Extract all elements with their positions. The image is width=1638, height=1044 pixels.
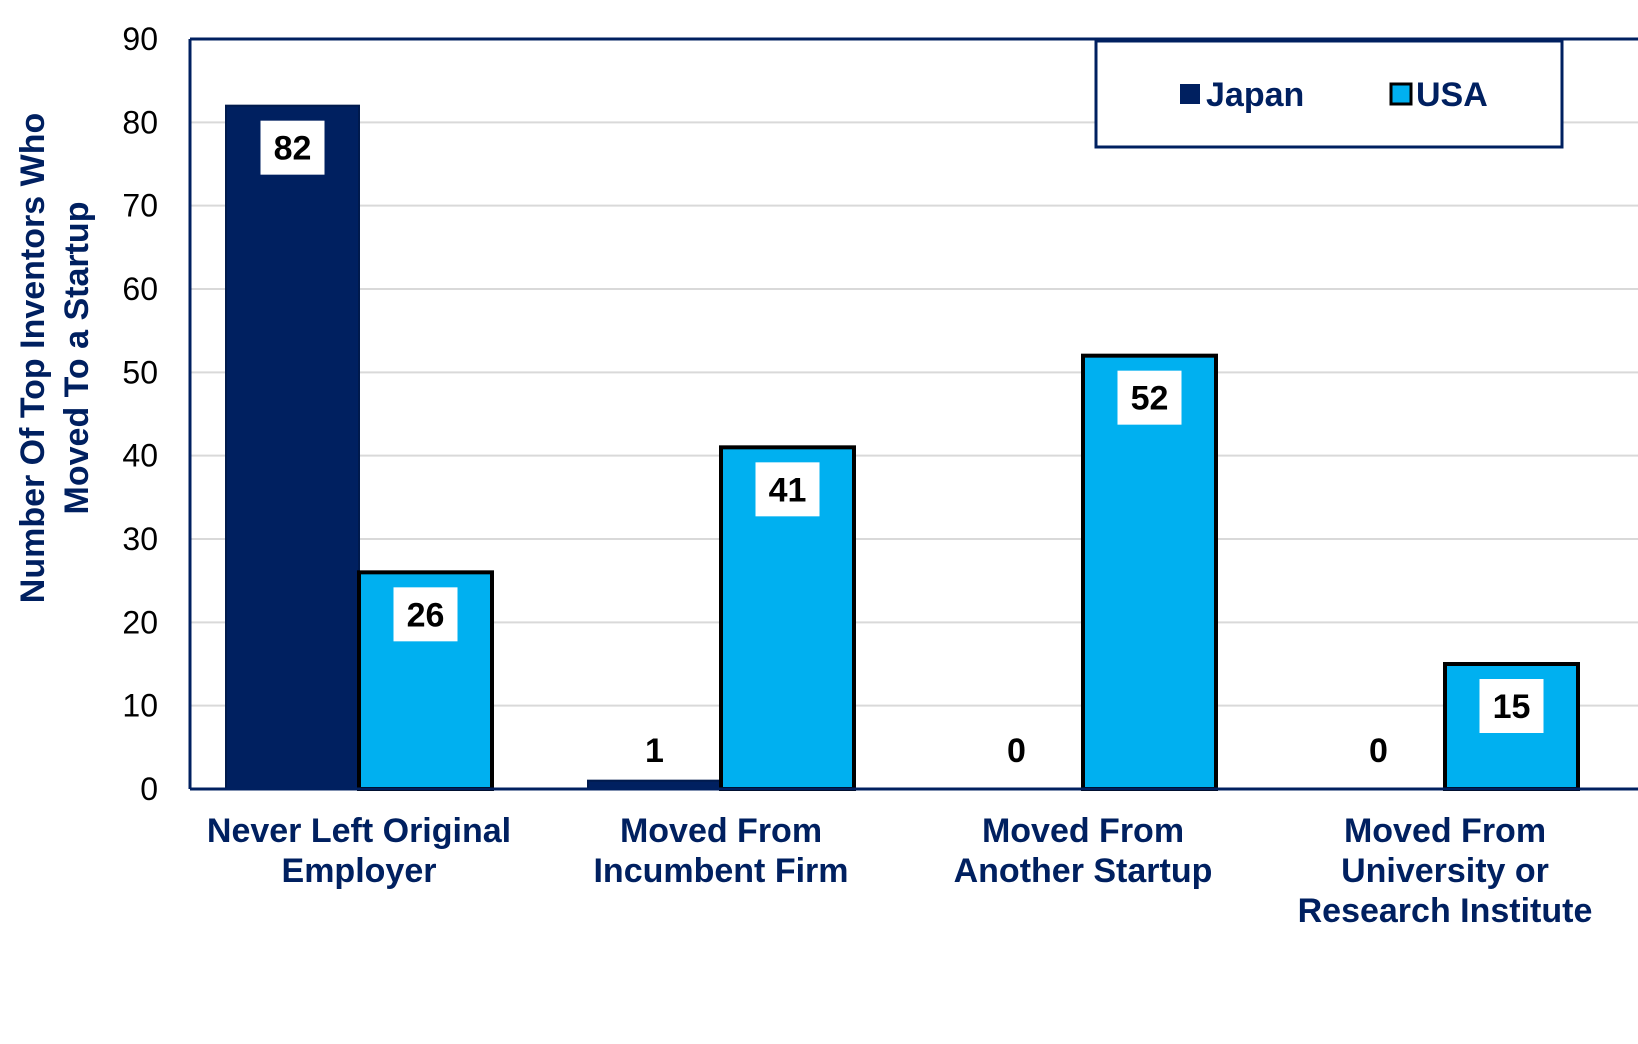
- legend: Japan USA: [1094, 39, 1564, 149]
- x-category-label: Incumbent Firm: [593, 852, 848, 890]
- data-label-japan-2: 0: [1007, 732, 1026, 770]
- data-label-japan-1: 1: [645, 732, 664, 770]
- legend-swatch-usa: [1389, 82, 1413, 106]
- data-label-japan-0: 82: [274, 130, 312, 168]
- y-axis-title: Number Of Top Inventors Who: [14, 113, 52, 603]
- data-label-usa-1: 41: [769, 471, 807, 509]
- legend-label-usa: USA: [1416, 76, 1488, 114]
- legend-label-japan: Japan: [1206, 76, 1304, 114]
- bar-japan-0: [226, 105, 359, 789]
- data-label-box: [260, 120, 325, 175]
- y-tick-label: 90: [122, 21, 158, 57]
- data-label-box: [1117, 370, 1182, 425]
- x-category-label: Moved From: [1344, 812, 1546, 850]
- x-category-label: Research Institute: [1298, 892, 1593, 930]
- data-label-box: [1479, 679, 1544, 733]
- bar-japan-1: [588, 780, 721, 789]
- data-label-box: [755, 462, 820, 517]
- x-category-label: Moved From: [620, 812, 822, 850]
- y-tick-label: 70: [122, 188, 158, 224]
- x-category-label: Moved From: [982, 812, 1184, 850]
- x-category-label: Never Left Original: [207, 812, 511, 850]
- y-tick-label: 20: [122, 604, 158, 640]
- legend-box: [1094, 39, 1564, 149]
- data-label-usa-3: 15: [1493, 688, 1531, 726]
- legend-swatch-japan: [1180, 84, 1200, 104]
- y-tick-label: 50: [122, 354, 158, 390]
- x-category-label: University or: [1341, 852, 1549, 890]
- data-label-usa-2: 52: [1131, 380, 1169, 418]
- axes: [188, 37, 1638, 791]
- bars: [225, 104, 1580, 791]
- data-label-usa-0: 26: [407, 596, 445, 634]
- y-tick-label: 0: [140, 771, 158, 807]
- data-label-box: [393, 587, 458, 642]
- x-category-label: Another Startup: [954, 852, 1213, 890]
- x-category-label: Employer: [282, 852, 437, 890]
- y-tick-label: 60: [122, 271, 158, 307]
- y-axis-title: Moved To a Startup: [58, 202, 96, 515]
- y-tick-label: 30: [122, 521, 158, 557]
- y-tick-label: 80: [122, 104, 158, 140]
- data-label-japan-3: 0: [1369, 732, 1388, 770]
- y-tick-label: 10: [122, 688, 158, 724]
- y-tick-label: 40: [122, 438, 158, 474]
